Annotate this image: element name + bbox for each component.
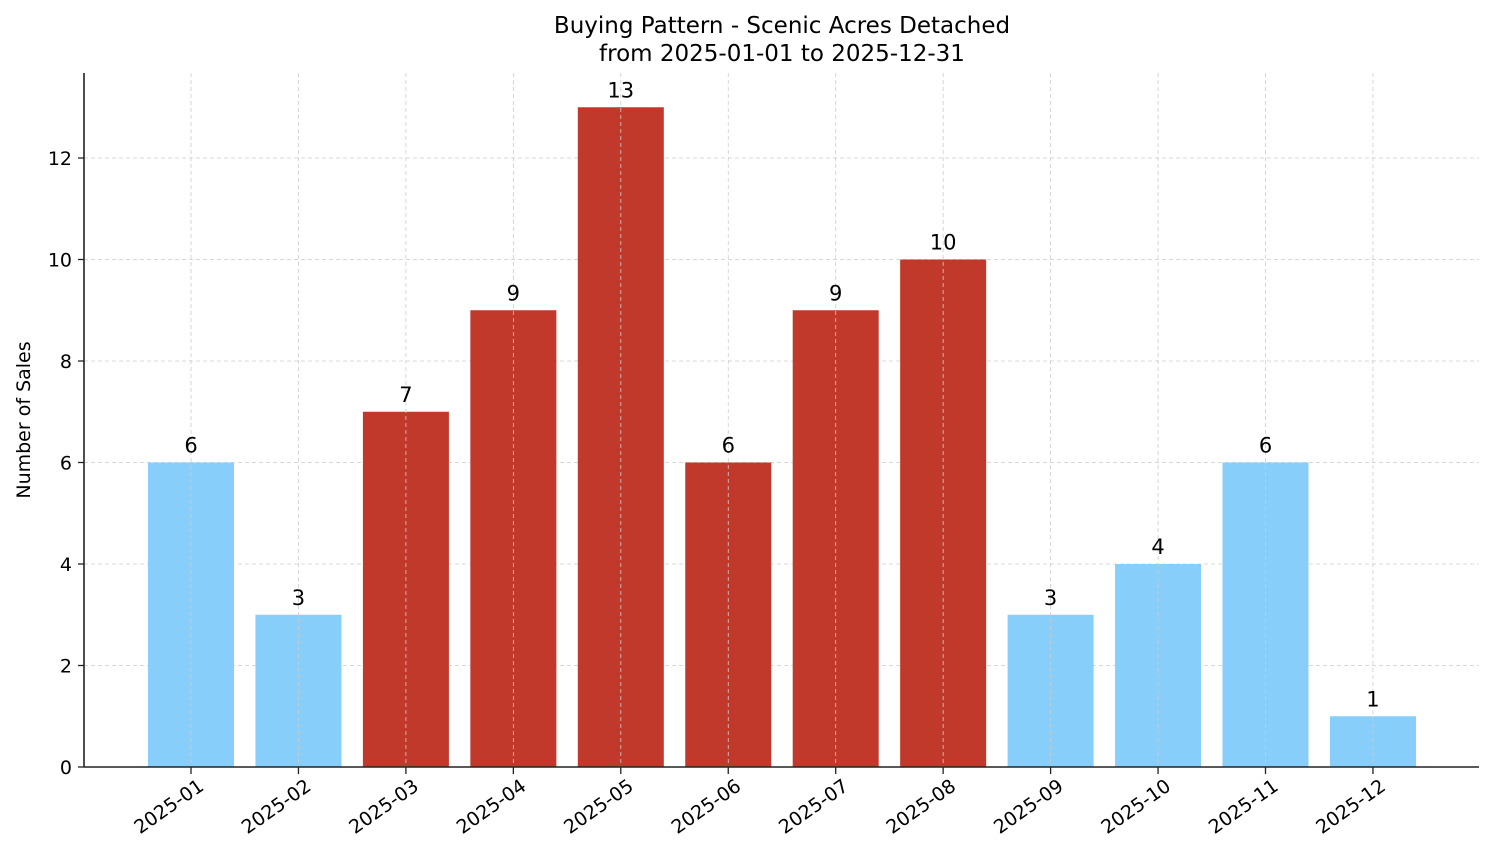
bars: 6 3 7 9 13 6 9 10 3 4 6 1 <box>148 73 1416 767</box>
bar-value-label: 1 <box>1366 687 1379 711</box>
bar-value-label: 6 <box>722 434 735 458</box>
y-tick-label: 6 <box>60 453 72 475</box>
bar-value-label: 3 <box>1044 586 1057 610</box>
bar-value-label: 3 <box>292 586 305 610</box>
x-tick-label: 2025-03 <box>345 775 423 839</box>
x-tick-label: 2025-06 <box>667 775 745 839</box>
y-tick-label: 4 <box>60 554 72 576</box>
bar-value-label: 6 <box>184 434 197 458</box>
y-tick-label: 2 <box>60 656 72 678</box>
bar-value-label: 6 <box>1259 434 1272 458</box>
y-axis-label: Number of Sales <box>13 341 35 498</box>
x-tick-label: 2025-04 <box>453 775 531 839</box>
chart-subtitle: from 2025-01-01 to 2025-12-31 <box>599 41 965 67</box>
x-tick-label: 2025-01 <box>130 775 208 839</box>
x-tick-label: 2025-11 <box>1205 775 1283 839</box>
x-tick-label: 2025-05 <box>560 775 638 839</box>
y-tick-label: 12 <box>48 148 72 170</box>
y-tick-label: 0 <box>60 757 72 779</box>
x-tick-label: 2025-12 <box>1312 775 1390 839</box>
y-tick-label: 10 <box>48 250 72 272</box>
bar-value-label: 9 <box>507 281 520 305</box>
bar-value-label: 9 <box>829 281 842 305</box>
bar-value-label: 13 <box>607 78 634 102</box>
bar-value-label: 10 <box>930 231 957 255</box>
x-tick-label: 2025-09 <box>990 775 1068 839</box>
x-tick-label: 2025-10 <box>1097 775 1175 839</box>
bar-2025-03 <box>362 411 449 767</box>
bar-value-label: 7 <box>399 383 412 407</box>
chart-title: Buying Pattern - Scenic Acres Detached <box>554 13 1010 39</box>
x-tick-label: 2025-08 <box>882 775 960 839</box>
x-tick-label: 2025-02 <box>238 775 316 839</box>
y-tick-label: 8 <box>60 351 72 373</box>
bar-value-label: 4 <box>1151 535 1164 559</box>
x-tick-label: 2025-07 <box>775 775 853 839</box>
